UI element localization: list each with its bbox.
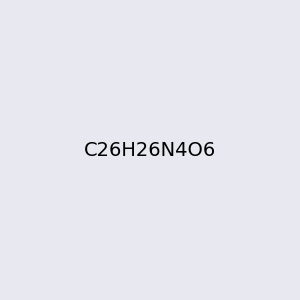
Text: C26H26N4O6: C26H26N4O6: [84, 140, 216, 160]
